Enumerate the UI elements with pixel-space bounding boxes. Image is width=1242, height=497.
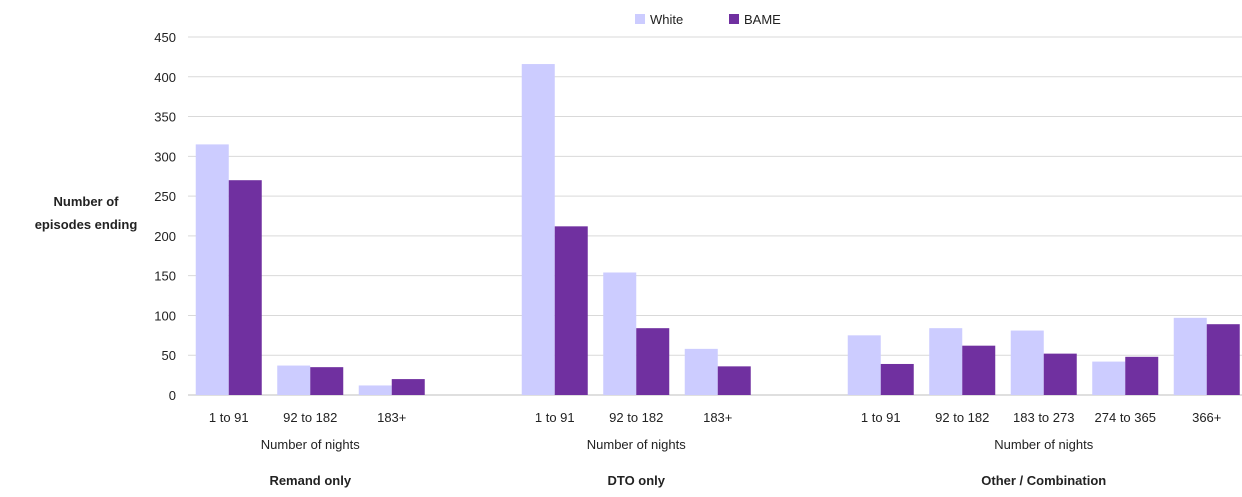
bar-bame	[310, 367, 344, 395]
y-axis-label-line-1: Number of	[54, 194, 120, 209]
x-category-label: 1 to 91	[861, 410, 901, 425]
bar-white	[358, 385, 392, 395]
bar-white	[195, 144, 229, 395]
y-tick-label: 50	[162, 348, 176, 363]
x-axis-labels: 1 to 91 92 to 182 183+ Number of nights Rema…	[209, 410, 1222, 488]
y-tick-label: 200	[154, 229, 176, 244]
bar-white	[603, 272, 637, 395]
group-label: Remand only	[269, 473, 351, 488]
x-axis-title: Number of nights	[261, 437, 360, 452]
x-category-label: 92 to 182	[935, 410, 989, 425]
legend-swatch-white	[635, 14, 645, 24]
x-category-label: 274 to 365	[1095, 410, 1156, 425]
bar-bame	[880, 363, 914, 395]
legend-label: White	[650, 12, 683, 27]
x-category-label: 366+	[1192, 410, 1221, 425]
y-tick-label: 400	[154, 70, 176, 85]
y-tick-label: 300	[154, 149, 176, 164]
bar-white	[277, 365, 311, 395]
legend: White BAME	[635, 12, 781, 27]
x-axis-title: Number of nights	[994, 437, 1093, 452]
y-tick-label: 0	[169, 388, 176, 403]
bar-bame	[391, 379, 425, 395]
bar-white	[684, 348, 718, 395]
bar-white	[1173, 317, 1207, 395]
x-category-label: 183+	[377, 410, 406, 425]
x-category-label: 92 to 182	[609, 410, 663, 425]
legend-swatch-bame	[729, 14, 739, 24]
x-category-label: 92 to 182	[283, 410, 337, 425]
bar-white	[1010, 330, 1044, 395]
x-category-label: 1 to 91	[535, 410, 575, 425]
bar-white	[847, 335, 881, 395]
legend-label: BAME	[744, 12, 781, 27]
y-tick-label: 250	[154, 189, 176, 204]
bar-bame	[636, 328, 670, 395]
y-tick-label: 100	[154, 308, 176, 323]
y-tick-label: 450	[154, 30, 176, 45]
x-category-label: 183+	[703, 410, 732, 425]
bar-bame	[1206, 324, 1240, 395]
x-axis-title: Number of nights	[587, 437, 686, 452]
group-label: Other / Combination	[981, 473, 1106, 488]
bar-white	[1092, 361, 1126, 395]
gridlines	[188, 36, 1242, 396]
bar-bame	[1043, 353, 1077, 395]
bar-bame	[717, 366, 751, 395]
x-category-label: 183 to 273	[1013, 410, 1074, 425]
y-tick-label: 350	[154, 110, 176, 125]
y-axis-ticks: 0 50 100 150 200 250 300 350 400 450	[154, 30, 176, 403]
bars	[195, 64, 1240, 395]
bar-white	[521, 64, 555, 395]
bar-bame	[554, 226, 588, 395]
y-axis-label-line-2: episodes ending	[35, 217, 138, 232]
bar-bame	[1125, 356, 1159, 395]
x-category-label: 1 to 91	[209, 410, 249, 425]
group-label: DTO only	[607, 473, 665, 488]
bar-white	[929, 328, 963, 395]
bar-bame	[962, 345, 996, 395]
y-tick-label: 150	[154, 269, 176, 284]
bar-bame	[228, 180, 262, 395]
